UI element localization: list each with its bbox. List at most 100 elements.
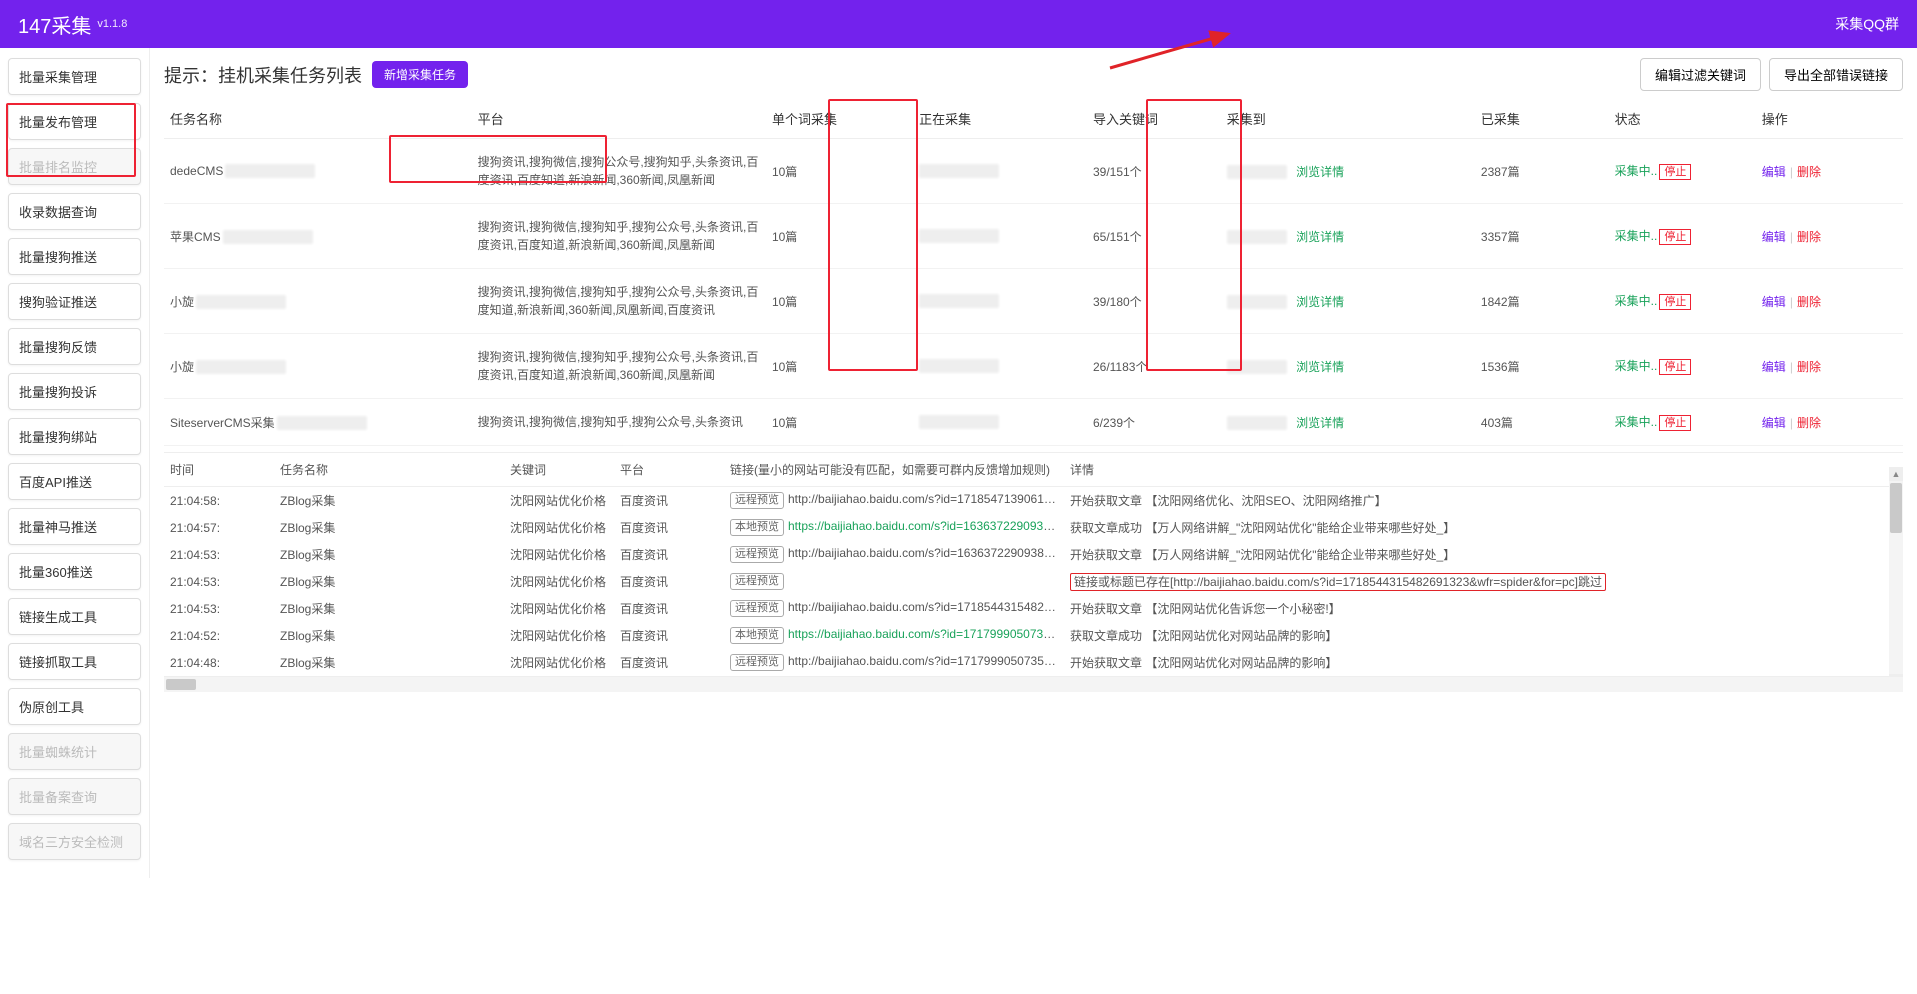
delete-link[interactable]: 删除 — [1797, 416, 1821, 430]
stop-button[interactable]: 停止 — [1659, 294, 1691, 310]
remote-preview-pill[interactable]: 远程预览 — [730, 573, 784, 590]
sidebar-item-13[interactable]: 链接抓取工具 — [8, 643, 141, 680]
status-running: 采集中.. — [1615, 415, 1658, 429]
log-task: ZBlog采集 — [274, 487, 504, 515]
log-detail: 获取文章成功 【沈阳网站优化对网站品牌的影响】 — [1070, 629, 1337, 643]
tasks-header-row: 任务名称平台单个词采集正在采集导入关键词采集到已采集状态操作 — [164, 99, 1903, 139]
scroll-thumb-h[interactable] — [166, 679, 196, 690]
logs-col-4: 链接(量小的网站可能没有匹配，如需要可群内反馈增加规则) — [724, 453, 1064, 487]
delete-link[interactable]: 删除 — [1797, 165, 1821, 179]
page-title: 提示：挂机采集任务列表 — [164, 62, 362, 88]
sidebar-item-12[interactable]: 链接生成工具 — [8, 598, 141, 635]
remote-preview-pill[interactable]: 远程预览 — [730, 546, 784, 563]
sidebar-item-17: 域名三方安全检测 — [8, 823, 141, 860]
sidebar-item-6[interactable]: 批量搜狗反馈 — [8, 328, 141, 365]
delete-link[interactable]: 删除 — [1797, 230, 1821, 244]
export-errors-button[interactable]: 导出全部错误链接 — [1769, 58, 1903, 91]
log-time: 21:04:58: — [164, 487, 274, 515]
logs-col-3: 平台 — [614, 453, 724, 487]
delete-link[interactable]: 删除 — [1797, 295, 1821, 309]
sidebar-item-7[interactable]: 批量搜狗投诉 — [8, 373, 141, 410]
titlebar: 提示：挂机采集任务列表 新增采集任务 编辑过滤关键词 导出全部错误链接 — [164, 58, 1903, 91]
log-url[interactable]: https://baijiahao.baidu.com/s?id=1717999… — [788, 627, 1064, 641]
task-per-word: 10篇 — [766, 334, 913, 399]
log-task: ZBlog采集 — [274, 514, 504, 541]
logs-horizontal-scrollbar[interactable] — [164, 676, 1903, 692]
log-plat: 百度资讯 — [614, 514, 724, 541]
remote-preview-pill[interactable]: 远程预览 — [730, 600, 784, 617]
detail-link[interactable]: 浏览详情 — [1293, 416, 1344, 430]
stop-button[interactable]: 停止 — [1659, 164, 1691, 180]
sidebar-item-14[interactable]: 伪原创工具 — [8, 688, 141, 725]
sidebar-item-1[interactable]: 批量发布管理 — [8, 103, 141, 140]
log-row: 21:04:52:ZBlog采集沈阳网站优化价格百度资讯本地预览https://… — [164, 622, 1903, 649]
remote-preview-pill[interactable]: 远程预览 — [730, 492, 784, 509]
task-platform: 搜狗资讯,搜狗微信,搜狗公众号,搜狗知乎,头条资讯,百度资讯,百度知道,新浪新闻… — [472, 139, 766, 204]
local-preview-pill[interactable]: 本地预览 — [730, 627, 784, 644]
log-url[interactable]: http://baijiahao.baidu.com/s?id=17179990… — [788, 654, 1064, 668]
log-plat: 百度资讯 — [614, 541, 724, 568]
local-preview-pill[interactable]: 本地预览 — [730, 519, 784, 536]
log-row: 21:04:53:ZBlog采集沈阳网站优化价格百度资讯远程预览链接或标题已存在… — [164, 568, 1903, 595]
qq-group-link[interactable]: 采集QQ群 — [1835, 14, 1899, 34]
sidebar-item-11[interactable]: 批量360推送 — [8, 553, 141, 590]
app-version: v1.1.8 — [97, 18, 127, 30]
log-plat: 百度资讯 — [614, 487, 724, 515]
log-detail: 开始获取文章 【沈阳网站优化告诉您一个小秘密!】 — [1070, 602, 1341, 616]
log-kw: 沈阳网站优化价格 — [504, 514, 614, 541]
edit-link[interactable]: 编辑 — [1762, 360, 1786, 374]
tasks-col-3: 正在采集 — [913, 99, 1087, 139]
scroll-thumb[interactable] — [1890, 483, 1902, 533]
task-collected: 403篇 — [1475, 399, 1609, 446]
task-keywords: 65/151个 — [1087, 204, 1221, 269]
log-detail: 开始获取文章 【沈阳网络优化、沈阳SEO、沈阳网络推广】 — [1070, 494, 1387, 508]
sidebar-item-8[interactable]: 批量搜狗绑站 — [8, 418, 141, 455]
detail-link[interactable]: 浏览详情 — [1293, 230, 1344, 244]
log-url[interactable]: https://baijiahao.baidu.com/s?id=1636372… — [788, 519, 1064, 533]
log-plat: 百度资讯 — [614, 568, 724, 595]
stop-button[interactable]: 停止 — [1659, 359, 1691, 375]
stop-button[interactable]: 停止 — [1659, 229, 1691, 245]
sidebar-item-15: 批量蜘蛛统计 — [8, 733, 141, 770]
log-row: 21:04:53:ZBlog采集沈阳网站优化价格百度资讯远程预览http://b… — [164, 595, 1903, 622]
edit-link[interactable]: 编辑 — [1762, 165, 1786, 179]
sidebar-item-0[interactable]: 批量采集管理 — [8, 58, 141, 95]
topbar: 147采集 v1.1.8 采集QQ群 — [0, 0, 1917, 48]
edit-link[interactable]: 编辑 — [1762, 230, 1786, 244]
detail-link[interactable]: 浏览详情 — [1293, 360, 1344, 374]
status-running: 采集中.. — [1615, 164, 1658, 178]
log-kw: 沈阳网站优化价格 — [504, 595, 614, 622]
delete-link[interactable]: 删除 — [1797, 360, 1821, 374]
redacted — [1227, 230, 1287, 244]
logs-vertical-scrollbar[interactable]: ▲ ▼ — [1889, 481, 1903, 674]
sidebar-item-3[interactable]: 收录数据查询 — [8, 193, 141, 230]
task-row: 小旋搜狗资讯,搜狗微信,搜狗知乎,搜狗公众号,头条资讯,百度资讯,百度知道,新浪… — [164, 334, 1903, 399]
log-url[interactable]: http://baijiahao.baidu.com/s?id=17185443… — [788, 600, 1064, 614]
log-url[interactable]: http://baijiahao.baidu.com/s?id=17185471… — [788, 492, 1064, 506]
remote-preview-pill[interactable]: 远程预览 — [730, 654, 784, 671]
detail-link[interactable]: 浏览详情 — [1293, 165, 1344, 179]
tasks-col-6: 已采集 — [1475, 99, 1609, 139]
edit-link[interactable]: 编辑 — [1762, 295, 1786, 309]
task-row: dedeCMS搜狗资讯,搜狗微信,搜狗公众号,搜狗知乎,头条资讯,百度资讯,百度… — [164, 139, 1903, 204]
sidebar-item-4[interactable]: 批量搜狗推送 — [8, 238, 141, 275]
stop-button[interactable]: 停止 — [1659, 415, 1691, 431]
scroll-up-icon[interactable]: ▲ — [1889, 467, 1903, 481]
log-detail: 链接或标题已存在[http://baijiahao.baidu.com/s?id… — [1070, 573, 1606, 591]
detail-link[interactable]: 浏览详情 — [1293, 295, 1344, 309]
log-detail: 开始获取文章 【万人网络讲解_"沈阳网站优化"能给企业带来哪些好处_】 — [1070, 548, 1455, 562]
status-running: 采集中.. — [1615, 229, 1658, 243]
task-per-word: 10篇 — [766, 204, 913, 269]
add-task-button[interactable]: 新增采集任务 — [372, 61, 468, 88]
sidebar-item-9[interactable]: 百度API推送 — [8, 463, 141, 500]
log-kw: 沈阳网站优化价格 — [504, 541, 614, 568]
log-time: 21:04:53: — [164, 595, 274, 622]
log-url[interactable]: http://baijiahao.baidu.com/s?id=16363722… — [788, 546, 1064, 560]
edit-filter-button[interactable]: 编辑过滤关键词 — [1640, 58, 1761, 91]
log-task: ZBlog采集 — [274, 541, 504, 568]
edit-link[interactable]: 编辑 — [1762, 416, 1786, 430]
status-running: 采集中.. — [1615, 294, 1658, 308]
redacted — [919, 294, 999, 308]
sidebar-item-10[interactable]: 批量神马推送 — [8, 508, 141, 545]
sidebar-item-5[interactable]: 搜狗验证推送 — [8, 283, 141, 320]
